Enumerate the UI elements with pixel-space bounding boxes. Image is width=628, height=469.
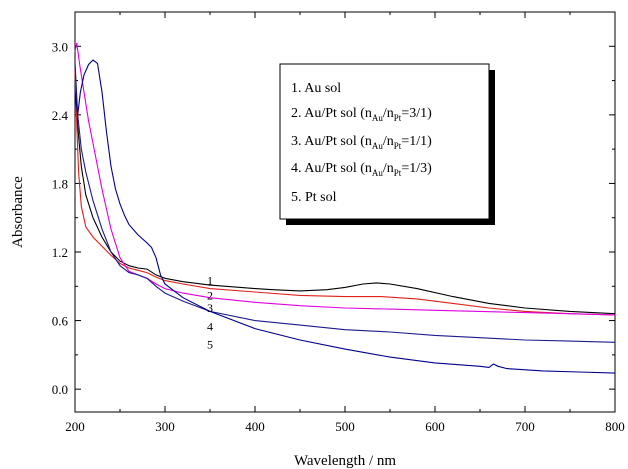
legend-entry-3: 3. Au/Pt sol (nAu/nPt=1/1) <box>291 134 432 151</box>
x-tick-label: 300 <box>155 419 175 434</box>
legend-entry-5: 5. Pt sol <box>291 190 337 205</box>
series-line-5 <box>74 59 616 374</box>
legend-entry-4: 4. Au/Pt sol (nAu/nPt=1/3) <box>291 161 432 178</box>
y-tick-label: 3.0 <box>52 39 68 54</box>
x-tick-label: 800 <box>605 419 625 434</box>
curve-label-3: 3 <box>207 301 213 315</box>
legend-entry-1: 1. Au sol <box>291 81 341 96</box>
x-tick-label: 200 <box>65 419 85 434</box>
curve-label-1: 1 <box>207 274 213 288</box>
curve-labels: 123 4 5 <box>207 274 213 352</box>
curve-label-2: 2 <box>207 288 213 302</box>
y-tick-label: 1.8 <box>52 176 68 191</box>
y-tick-label: 0.6 <box>52 314 69 329</box>
y-axis-title: Absorbance <box>10 176 26 248</box>
x-tick-label: 600 <box>425 419 445 434</box>
legend-box <box>279 63 490 220</box>
series-line-2 <box>74 69 616 316</box>
x-tick-label: 400 <box>245 419 265 434</box>
series-line-4 <box>74 63 616 343</box>
legend: 1. Au sol 2. Au/Pt sol (nAu/nPt=3/1) 3. Au… <box>291 81 432 205</box>
series-curves <box>74 42 616 374</box>
x-tick-label: 500 <box>335 419 355 434</box>
series-line-3 <box>74 42 616 316</box>
series-line-1 <box>74 63 616 315</box>
curve-label-5: 5 <box>207 338 213 352</box>
legend-entry-2: 2. Au/Pt sol (nAu/nPt=3/1) <box>291 106 432 123</box>
axis-ticks: 200 300 400 500 600 700 800 0.0 0.6 1.2 1.8 2.4 3.0 <box>52 11 625 434</box>
y-tick-label: 1.2 <box>52 245 68 260</box>
y-tick-label: 0.0 <box>52 382 68 397</box>
x-tick-label: 700 <box>515 419 535 434</box>
x-axis-title: Wavelength / nm <box>294 453 396 469</box>
curve-label-4: 4 <box>207 319 213 333</box>
y-tick-label: 2.4 <box>52 108 69 123</box>
